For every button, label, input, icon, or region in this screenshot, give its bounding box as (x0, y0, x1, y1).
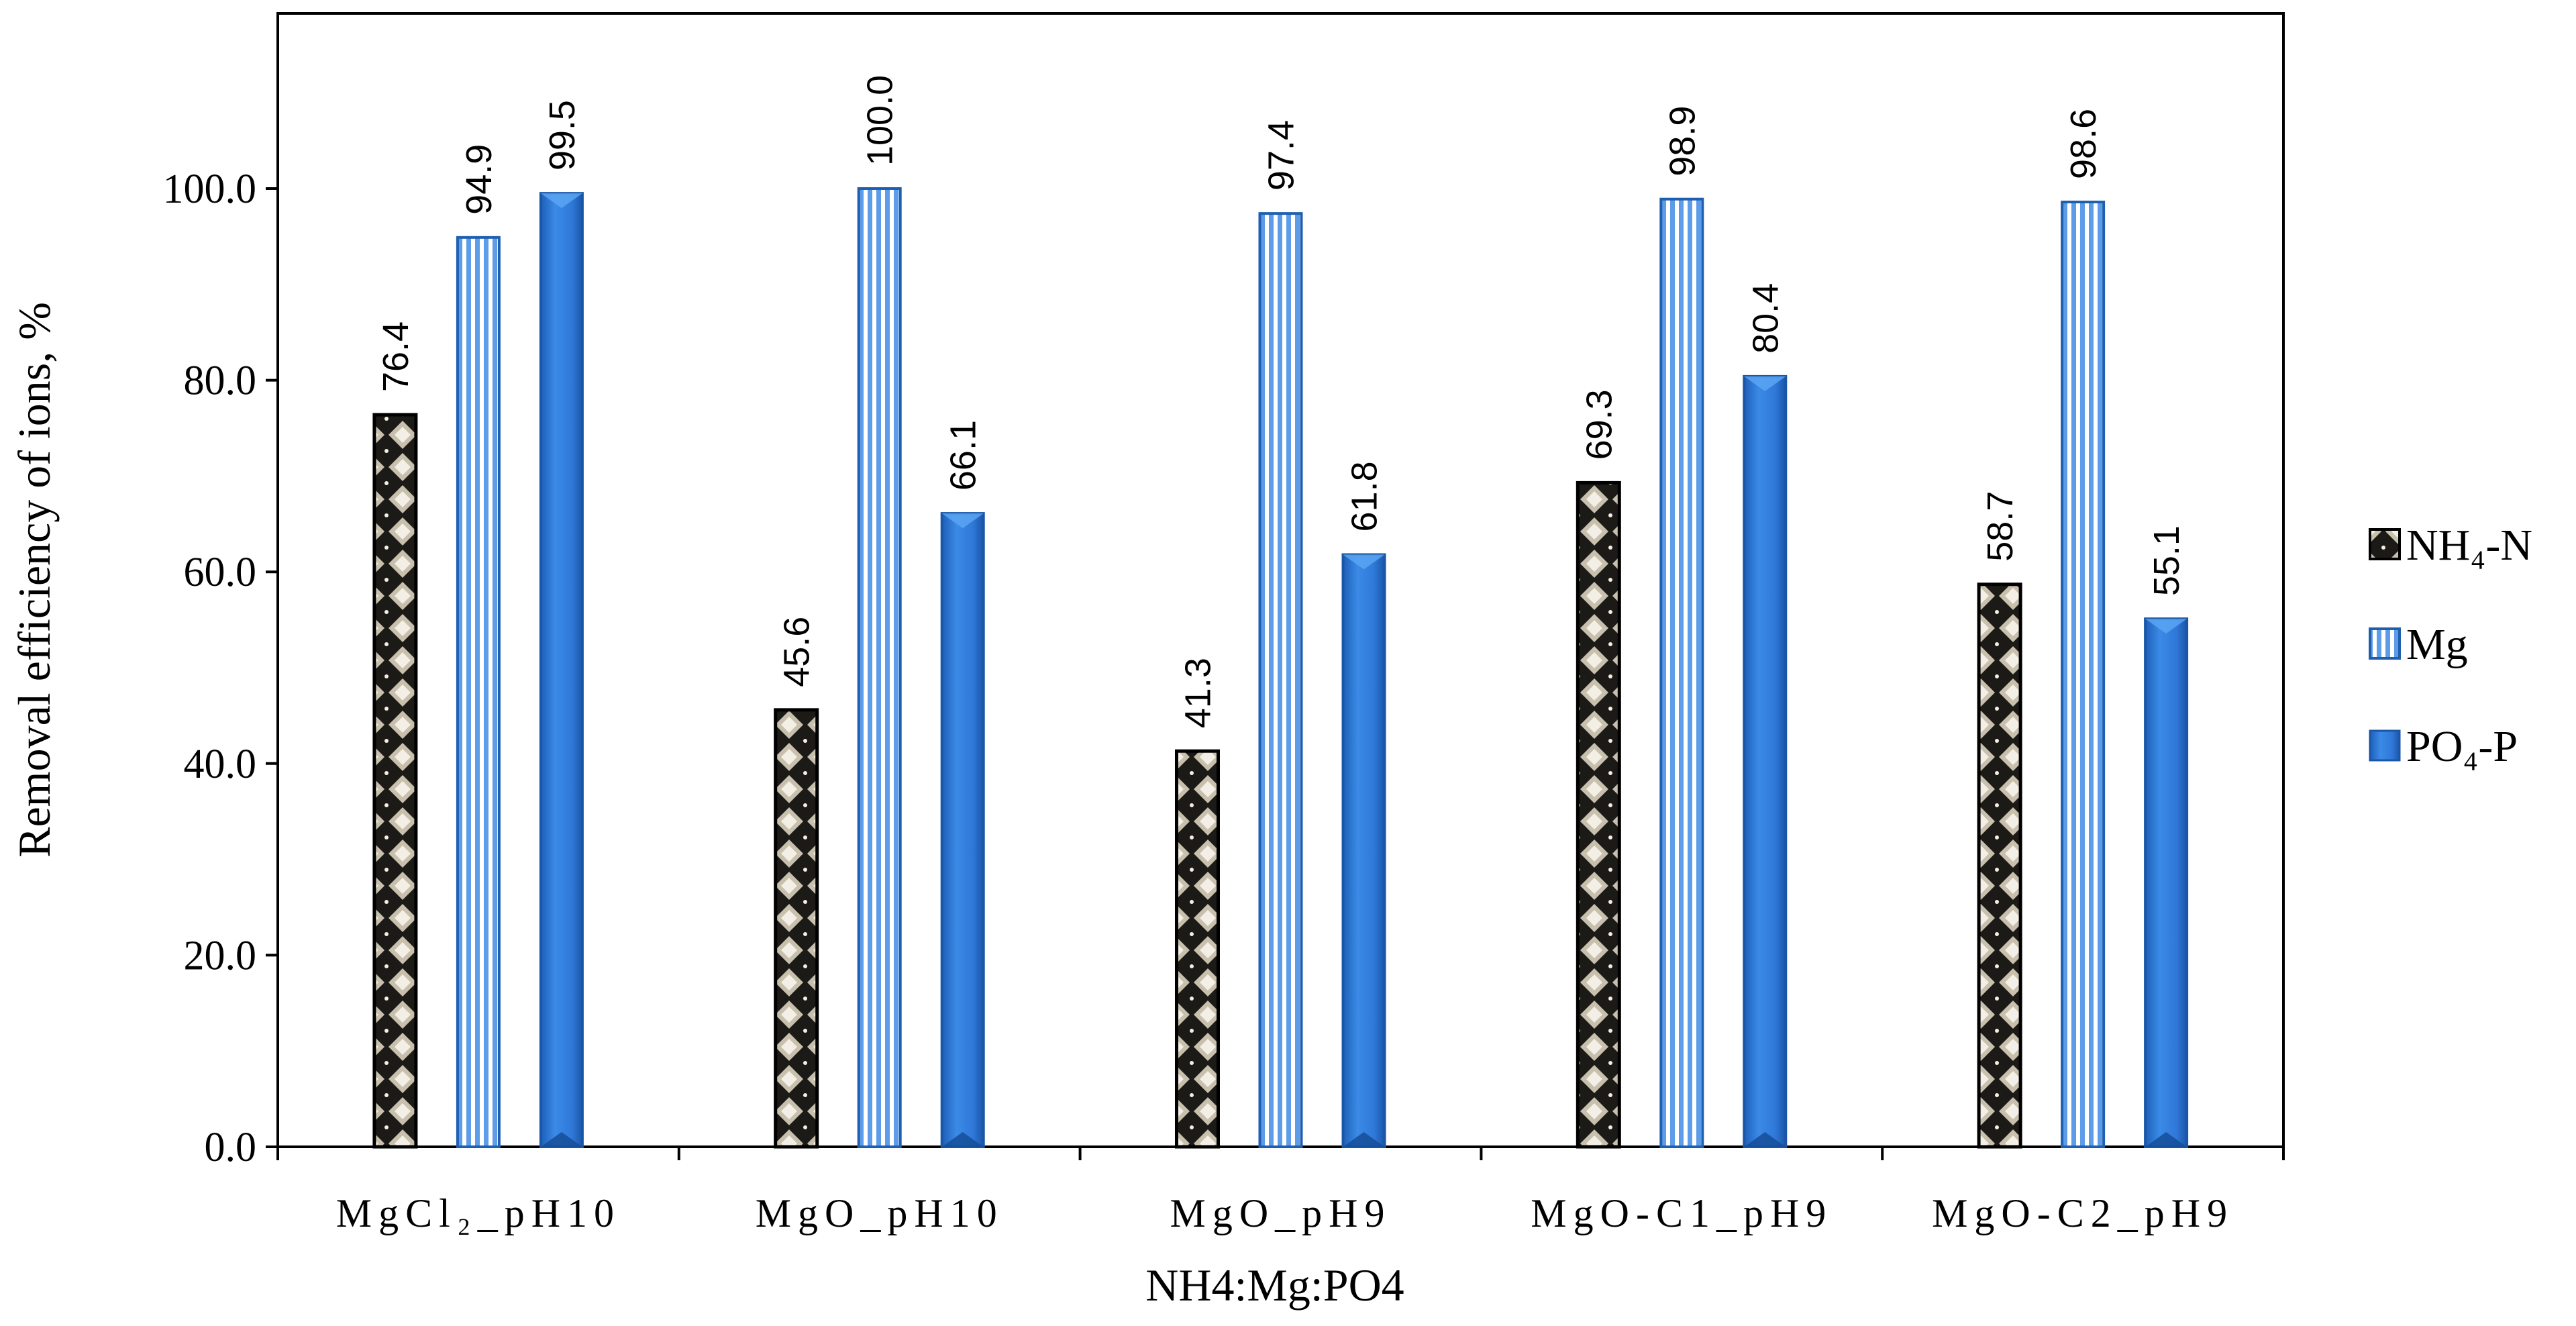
data-label-nh4: 69.3 (1579, 389, 1619, 460)
y-tick-label: 20.0 (184, 933, 257, 978)
data-label-mg: 97.4 (1261, 120, 1302, 191)
data-label-nh4: 58.7 (1980, 491, 2020, 562)
x-axis: MgCl₂_pH10 MgO_pH10 MgO_pH9 MgO-C1_pH9 MgO-C… (276, 1147, 2285, 1235)
y-axis-title: Removal efficiency of ions, % (9, 302, 60, 858)
data-label-po4: 66.1 (943, 420, 984, 491)
data-label-mg: 100.0 (860, 75, 900, 166)
legend: NH₄-N Mg PO₄-P (2369, 521, 2532, 771)
x-category-label: MgO_pH10 (756, 1191, 1004, 1235)
bar-mg (456, 236, 501, 1148)
bar-po4 (1743, 374, 1788, 1149)
y-tick-label: 60.0 (184, 550, 257, 595)
data-label-nh4: 45.6 (777, 617, 817, 687)
data-label-mg: 98.6 (2063, 109, 2104, 179)
legend-label-mg: Mg (2406, 620, 2468, 669)
legend-swatch-mg (2369, 627, 2401, 660)
y-tick-label: 40.0 (184, 742, 257, 787)
y-tick-label: 80.0 (184, 358, 257, 404)
bar-nh4 (372, 413, 418, 1149)
bar-cap-top (2145, 619, 2187, 634)
bar-nh4 (1576, 480, 1621, 1149)
bar-cap-bottom (941, 1132, 984, 1147)
legend-swatch-nh4 (2369, 528, 2401, 560)
bar-po4 (940, 512, 985, 1148)
bar-po4 (2144, 617, 2189, 1148)
bar-nh4 (1977, 582, 2022, 1149)
bar-mg (857, 187, 902, 1148)
bar-nh4 (1175, 749, 1220, 1149)
data-label-po4: 99.5 (542, 100, 582, 170)
x-category-label: MgCl₂_pH10 (336, 1191, 621, 1235)
bar-cap-top (540, 193, 582, 209)
x-category-label: MgO-C2_pH9 (1932, 1191, 2234, 1235)
y-tick-label: 100.0 (163, 166, 257, 212)
bar-mg (2061, 200, 2106, 1149)
data-labels: 76.4 45.6 41.3 69.3 58.7 94.9 100.0 97.4 98.9 98.… (376, 75, 2187, 728)
x-category-label: MgO_pH9 (1170, 1191, 1391, 1235)
legend-swatch-po4 (2369, 729, 2401, 762)
legend-label-po4: PO₄-P (2406, 722, 2518, 771)
bar-cap-bottom (1343, 1132, 1385, 1147)
bar-cap-top (1343, 554, 1385, 570)
data-label-po4: 61.8 (1345, 461, 1385, 531)
x-axis-title: NH4:Mg:PO4 (1145, 1260, 1404, 1311)
legend-label-nh4: NH₄-N (2406, 521, 2532, 570)
bar-cap-bottom (1744, 1132, 1786, 1147)
data-label-nh4: 76.4 (376, 321, 416, 392)
x-category-label: MgO-C1_pH9 (1531, 1191, 1833, 1235)
y-axis: 0.0 20.0 40.0 60.0 80.0 100.0 (163, 166, 278, 1170)
bar-cap-bottom (540, 1132, 582, 1147)
bar-cap-top (1744, 376, 1786, 391)
bar-po4 (539, 192, 584, 1148)
data-label-mg: 94.9 (459, 144, 499, 215)
data-label-nh4: 41.3 (1178, 658, 1219, 728)
bars (372, 187, 2189, 1149)
bar-mg (1258, 212, 1303, 1148)
bar-po4 (1341, 553, 1386, 1148)
bar-cap-bottom (2145, 1132, 2187, 1147)
bar-nh4 (774, 708, 819, 1149)
data-label-po4: 80.4 (1745, 283, 1786, 354)
data-label-po4: 55.1 (2147, 525, 2187, 596)
bar-cap-top (941, 513, 984, 529)
data-label-mg: 98.9 (1662, 106, 1702, 176)
bar-mg (1659, 197, 1704, 1148)
y-tick-label: 0.0 (205, 1125, 257, 1170)
